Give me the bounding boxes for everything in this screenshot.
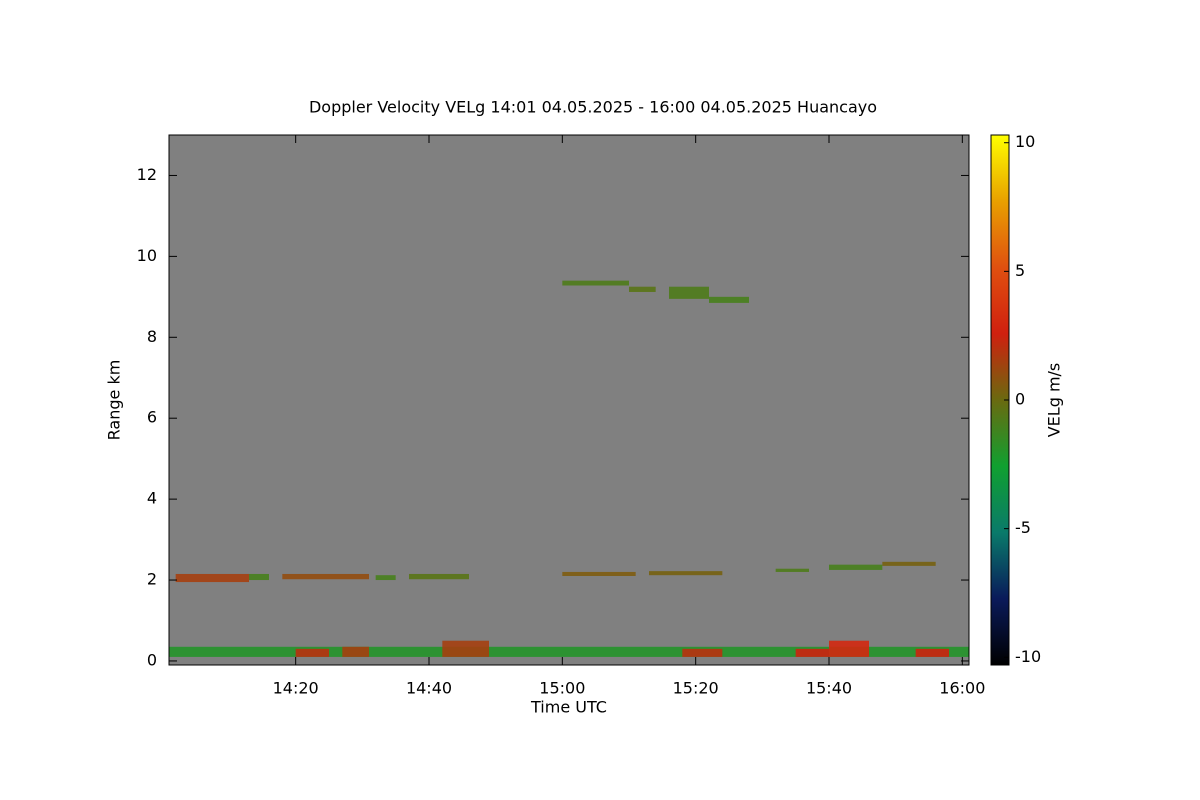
echo-cell	[282, 573, 369, 580]
colorbar-tick-label: 0	[1015, 390, 1025, 409]
y-tick-label: 4	[147, 489, 157, 508]
colorbar-tick-label: -5	[1015, 518, 1031, 537]
x-tick-label: 16:00	[939, 679, 985, 698]
echo-cell	[829, 640, 869, 657]
echo-cell	[709, 296, 749, 303]
echo-cell	[562, 571, 636, 576]
echo-cell	[409, 573, 469, 580]
colorbar-tick-label: 10	[1015, 132, 1035, 151]
y-tick-label: 6	[147, 408, 157, 427]
y-tick-label: 12	[137, 165, 157, 184]
echo-cell	[682, 648, 723, 657]
x-tick-label: 14:40	[406, 679, 452, 698]
echo-cell	[375, 575, 396, 581]
echo-cell	[295, 648, 329, 657]
colorbar-label: VELg m/s	[1045, 363, 1064, 438]
echo-cell	[649, 571, 723, 576]
x-axis-label: Time UTC	[530, 698, 607, 717]
colorbar-tick-label: 5	[1015, 261, 1025, 280]
y-tick-label: 10	[137, 246, 157, 265]
echo-cell	[249, 573, 269, 581]
y-tick-label: 8	[147, 327, 157, 346]
echo-cell	[775, 568, 809, 572]
echo-cell	[175, 573, 249, 583]
chart-title: Doppler Velocity VELg 14:01 04.05.2025 -…	[309, 98, 877, 117]
colorbar-tick-label: -10	[1015, 647, 1041, 666]
echo-cell	[562, 280, 629, 286]
y-tick-label: 0	[147, 650, 157, 669]
echo-cell	[342, 646, 369, 657]
y-tick-label: 2	[147, 570, 157, 589]
x-tick-label: 15:20	[673, 679, 719, 698]
echo-cell	[442, 640, 489, 657]
y-axis-label: Range km	[105, 360, 124, 441]
echo-cell	[795, 648, 829, 657]
echo-cell	[169, 646, 969, 657]
echo-cell	[915, 648, 949, 657]
x-tick-label: 15:40	[806, 679, 852, 698]
echo-cell	[882, 561, 936, 566]
x-tick-label: 15:00	[539, 679, 585, 698]
x-tick-label: 14:20	[273, 679, 319, 698]
echo-cell	[629, 286, 656, 292]
echo-cell	[669, 286, 709, 299]
plot-frame	[168, 134, 970, 666]
echo-cell	[829, 564, 883, 570]
plot-background	[169, 135, 969, 665]
